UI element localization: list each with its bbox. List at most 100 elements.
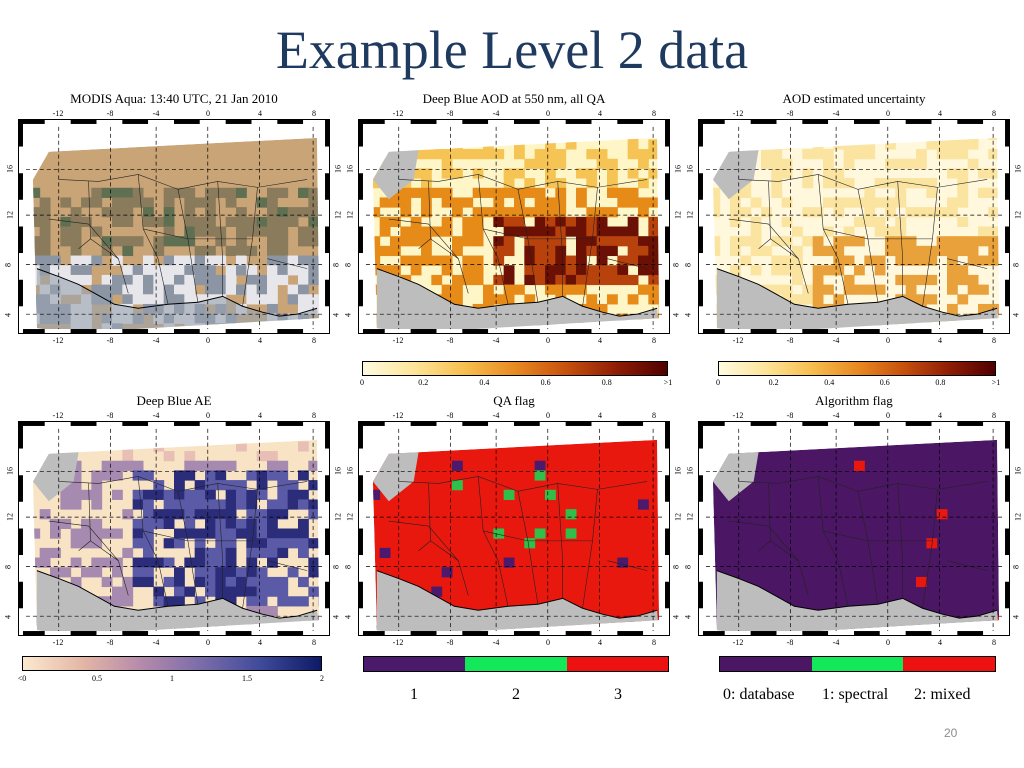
latitude-tick-label: 8	[683, 263, 693, 267]
longitude-tick-label: -12	[52, 411, 64, 420]
longitude-tick-label: -12	[392, 411, 404, 420]
longitude-tick-label: 4	[258, 336, 262, 345]
longitude-tick-label: -4	[492, 638, 500, 647]
longitude-tick-label: -8	[106, 638, 114, 647]
colorbar-tick-label: 2	[320, 674, 324, 683]
latitude-tick-label: 12	[345, 513, 355, 521]
panel-title: Deep Blue AE	[136, 393, 212, 408]
longitude-tick-label: 8	[652, 411, 656, 420]
latitude-tick-label: 8	[343, 263, 353, 267]
longitude-tick-label: 0	[206, 336, 210, 345]
latitude-tick-label: 16	[1013, 165, 1023, 173]
latitude-tick-label: 4	[3, 313, 13, 317]
colorbar-tick-label: 0.4	[479, 378, 490, 387]
map-svg	[699, 422, 1009, 635]
longitude-tick-label: -8	[106, 411, 114, 420]
longitude-tick-label: 4	[598, 336, 602, 345]
qa-flag-legend-bar	[363, 656, 669, 672]
longitude-tick-label: 4	[258, 411, 262, 420]
longitude-tick-label: 4	[258, 638, 262, 647]
qa-flag-panel: QA flag -12 -12 -8 -8 -4 -4 0 0 4 4 8 8 16 16 12 12 8 8 4 4	[344, 393, 683, 664]
colorbar-tick-label: 1.5	[242, 674, 252, 683]
latitude-tick-label: 12	[345, 211, 355, 219]
longitude-tick-label: 4	[938, 638, 942, 647]
colorbar-tick-label: 0.8	[935, 378, 946, 387]
longitude-tick-label: 0	[886, 638, 890, 647]
latitude-tick-label: 8	[343, 565, 353, 569]
legend-label: 3	[614, 686, 622, 703]
latitude-tick-label: 16	[345, 165, 355, 173]
longitude-tick-label: 0	[206, 109, 210, 118]
latitude-tick-label: 8	[1011, 263, 1021, 267]
longitude-tick-label: 0	[886, 109, 890, 118]
panel-title: QA flag	[493, 393, 535, 408]
map-svg	[359, 120, 669, 333]
longitude-tick-label: 0	[546, 638, 550, 647]
latitude-tick-label: 16	[5, 165, 15, 173]
map-frame	[358, 119, 670, 334]
longitude-tick-label: -4	[492, 336, 500, 345]
longitude-tick-label: 8	[312, 638, 316, 647]
longitude-tick-label: -12	[52, 109, 64, 118]
latitude-tick-label: 12	[5, 211, 15, 219]
colorbar-tick-label: 0	[716, 378, 720, 387]
longitude-tick-label: -12	[52, 336, 64, 345]
longitude-tick-label: -4	[832, 336, 840, 345]
longitude-tick-label: -4	[832, 109, 840, 118]
longitude-tick-label: 8	[992, 336, 996, 345]
colorbar-tick-label: <0	[17, 674, 27, 683]
colorbar-tick-label: 0.6	[540, 378, 551, 387]
aod-colorbar-ticks: 0 0.2 0.4 0.6 0.8 >1	[360, 378, 672, 388]
latitude-tick-label: 4	[1011, 615, 1021, 619]
longitude-tick-label: -12	[392, 109, 404, 118]
latitude-tick-label: 4	[343, 615, 353, 619]
longitude-tick-label: 0	[886, 411, 890, 420]
latitude-tick-label: 16	[673, 467, 683, 475]
legend-swatch	[903, 657, 995, 671]
latitude-tick-label: 16	[5, 467, 15, 475]
latitude-tick-label: 12	[1013, 513, 1023, 521]
page-number: 20	[944, 726, 958, 740]
panel-title: MODIS Aqua: 13:40 UTC, 21 Jan 2010	[70, 91, 278, 106]
longitude-tick-label: 0	[546, 411, 550, 420]
legend-label: 0: database	[723, 686, 795, 703]
latitude-tick-label: 4	[3, 615, 13, 619]
longitude-tick-label: 0	[886, 336, 890, 345]
longitude-tick-label: 8	[992, 638, 996, 647]
map-svg	[359, 422, 669, 635]
legend-label: 1	[410, 686, 418, 703]
latitude-tick-label: 4	[1011, 313, 1021, 317]
longitude-tick-label: 0	[546, 109, 550, 118]
longitude-tick-label: -8	[786, 109, 794, 118]
longitude-tick-label: 8	[992, 411, 996, 420]
longitude-tick-label: -4	[152, 638, 160, 647]
latitude-tick-label: 16	[333, 165, 343, 173]
longitude-tick-label: 4	[598, 638, 602, 647]
longitude-tick-label: -4	[152, 109, 160, 118]
panel-title: Deep Blue AOD at 550 nm, all QA	[422, 91, 606, 106]
colorbar-tick-label: 0.8	[601, 378, 612, 387]
longitude-tick-label: 0	[206, 411, 210, 420]
colorbar-tick-label: 0.6	[879, 378, 890, 387]
legend-label: 2: mixed	[914, 686, 971, 703]
aod-colorbar	[362, 361, 668, 376]
legend-label: 2	[512, 686, 520, 703]
map-frame	[18, 421, 330, 636]
angstrom-exponent-panel: Deep Blue AE -12 -12 -8 -8 -4 -4 0 0 4 4 8 8 16 16 12 1…	[4, 393, 343, 664]
longitude-tick-label: 4	[938, 109, 942, 118]
ae-colorbar	[22, 656, 322, 671]
latitude-tick-label: 4	[331, 313, 341, 317]
latitude-tick-label: 8	[331, 565, 341, 569]
latitude-tick-label: 8	[331, 263, 341, 267]
latitude-tick-label: 16	[673, 165, 683, 173]
longitude-tick-label: -8	[786, 411, 794, 420]
latitude-tick-label: 8	[3, 263, 13, 267]
uncertainty-colorbar-ticks: 0 0.2 0.4 0.6 0.8 >1	[716, 378, 1000, 388]
algorithm-flag-legend-labels: 0: database 1: spectral 2: mixed	[719, 686, 1009, 706]
longitude-tick-label: 8	[652, 638, 656, 647]
latitude-tick-label: 12	[685, 513, 695, 521]
latitude-tick-label: 12	[5, 513, 15, 521]
map-svg	[19, 120, 329, 333]
longitude-tick-label: -12	[732, 336, 744, 345]
algorithm-flag-panel: Algorithm flag -12 -12 -8 -8 -4 -4 0 0 4 4 8 8 16 16 1…	[684, 394, 1023, 664]
